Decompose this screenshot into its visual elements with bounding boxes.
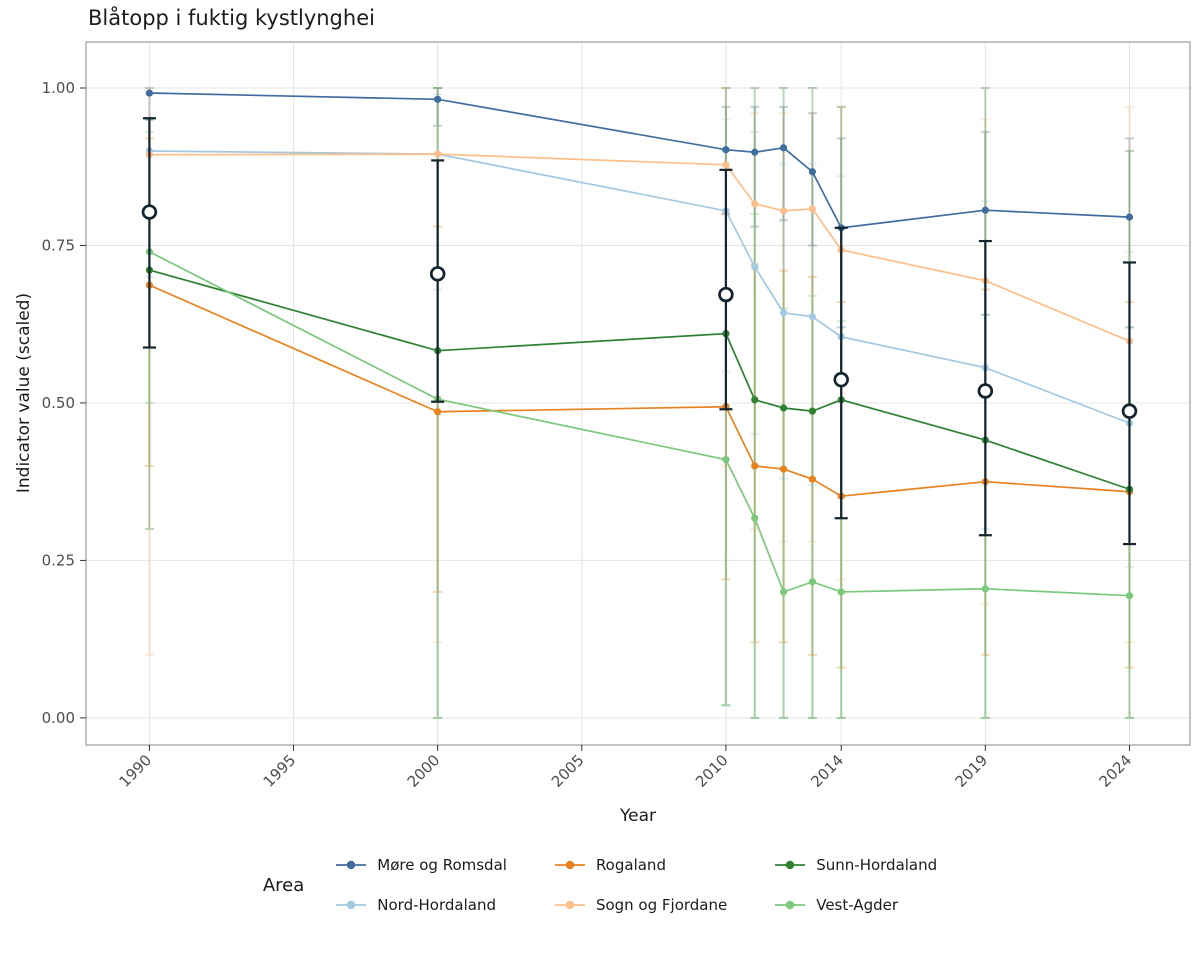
legend-item-label: Sunn-Hordaland (816, 856, 938, 874)
overall-indicator (141, 117, 1138, 546)
data-point (779, 404, 788, 412)
chart-title: Blåtopp i fuktig kystlynghei (88, 6, 375, 30)
legend-item-sunn-hordaland: Sunn-Hordaland (773, 856, 937, 874)
x-tick-label: 2019 (951, 751, 991, 791)
data-point (145, 89, 154, 97)
x-tick-label: 1990 (116, 751, 156, 791)
data-point (808, 313, 816, 321)
data-point (779, 465, 788, 473)
legend-title: Area (262, 874, 305, 896)
legend-key-icon (336, 900, 367, 910)
x-tick-label: 2024 (1096, 751, 1136, 791)
legend-item-label: Sogn og Fjordane (595, 896, 728, 914)
legend: Area Møre og Romsdal Nord-Hordaland Rogala… (0, 856, 1200, 914)
legend-item-rogaland: Rogaland (553, 856, 727, 874)
data-point (779, 144, 788, 152)
y-tick-label: 0.00 (42, 709, 75, 727)
legend-item-label: Rogaland (595, 856, 666, 874)
data-point (434, 408, 442, 416)
x-tick-label: 2010 (692, 751, 732, 791)
legend-key-icon (554, 900, 585, 910)
y-axis: 0.00 0.25 0.50 0.75 1.00 (42, 79, 86, 727)
legend-item-label: Vest-Agder (816, 896, 899, 914)
gridlines (86, 42, 1190, 745)
legend-key-icon (554, 860, 585, 870)
legend-item-vest-agder: Vest-Agder (773, 896, 937, 914)
data-point (751, 200, 759, 208)
overall-point (141, 204, 158, 220)
legend-item-label: Nord-Hordaland (377, 896, 496, 914)
data-point (751, 148, 759, 156)
overall-point (429, 266, 446, 282)
overall-point (1121, 403, 1138, 419)
x-tick-label: 1995 (260, 751, 300, 791)
data-point (722, 161, 730, 169)
x-axis-title: Year (620, 806, 656, 826)
series-vest-agder (145, 248, 1134, 600)
line-chart: 0.00 0.25 0.50 0.75 1.00 1990 1995 2000 2005 2010… (42, 41, 1191, 791)
data-point (808, 578, 816, 586)
data-point (779, 588, 788, 596)
legend-items: Møre og Romsdal Nord-Hordaland Rogaland Sog… (334, 856, 937, 914)
legend-item-sogn-og-fjordane: Sogn og Fjordane (553, 896, 727, 914)
legend-item-more-og-romsdal: Møre og Romsdal (334, 856, 507, 874)
data-point (722, 456, 730, 464)
y-tick-label: 0.50 (42, 394, 75, 412)
data-point (751, 514, 759, 522)
data-point (1125, 592, 1134, 600)
panel-border (85, 41, 1191, 746)
data-point (751, 462, 759, 470)
x-axis: 1990 1995 2000 2005 2010 2014 2019 2024 (116, 745, 1136, 791)
data-point (434, 150, 442, 158)
data-point (837, 588, 845, 596)
x-tick-label: 2000 (404, 751, 444, 791)
legend-key-icon (336, 860, 367, 870)
legend-key-icon (775, 860, 806, 870)
x-tick-label: 2005 (548, 751, 588, 791)
legend-key-icon (775, 900, 806, 910)
data-point (779, 309, 788, 317)
overall-point (977, 383, 994, 399)
y-tick-label: 0.75 (42, 236, 75, 254)
series-more-og-romsdal (145, 89, 1134, 232)
data-point (779, 207, 788, 215)
data-point (722, 146, 730, 154)
overall-point (718, 286, 734, 303)
y-tick-label: 0.25 (42, 551, 75, 569)
data-point (1125, 213, 1134, 221)
data-point (808, 475, 816, 483)
data-point (981, 585, 989, 593)
legend-item-label: Møre og Romsdal (377, 856, 507, 874)
data-point (751, 396, 759, 404)
overall-point (833, 371, 849, 388)
legend-item-nord-hordaland: Nord-Hordaland (334, 896, 507, 914)
data-point (751, 263, 759, 271)
data-point (808, 407, 816, 415)
data-point (808, 205, 816, 213)
x-tick-label: 2014 (807, 751, 847, 791)
data-point (981, 206, 989, 214)
data-point (434, 95, 442, 103)
data-point (808, 168, 816, 176)
y-tick-label: 1.00 (42, 79, 75, 97)
